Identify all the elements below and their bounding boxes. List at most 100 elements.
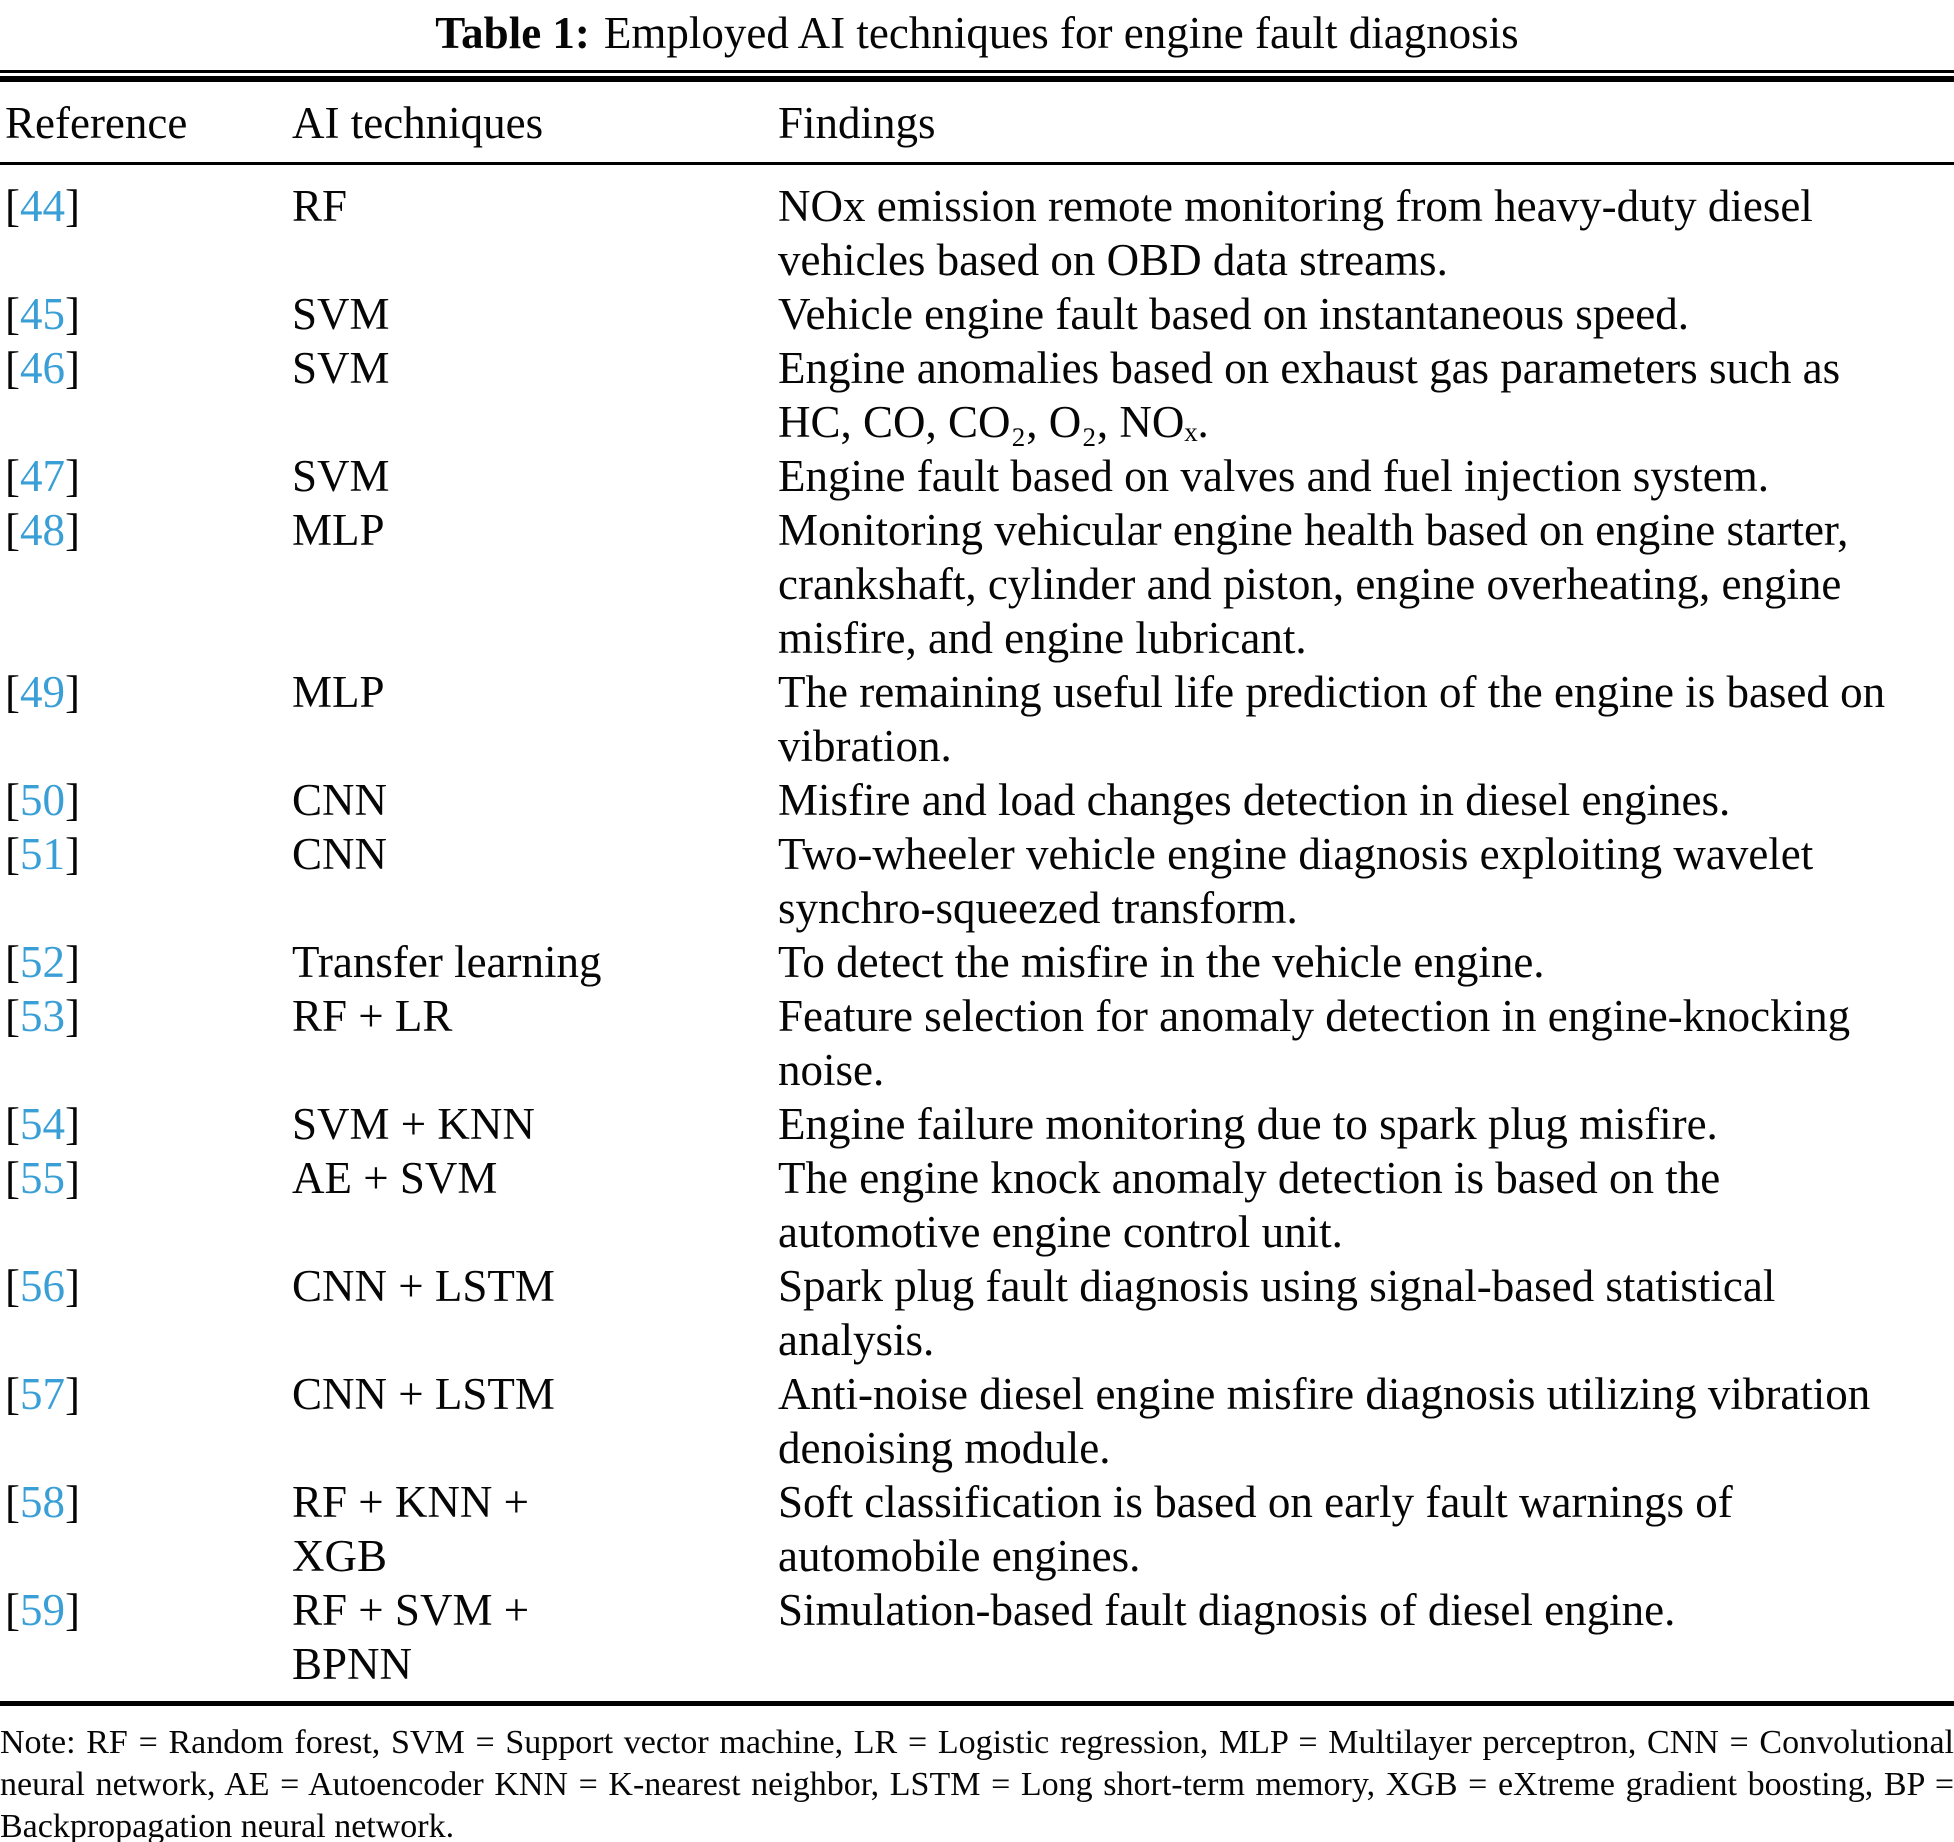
citation-link[interactable]: 54 (20, 1099, 65, 1149)
citation-bracket-close: ] (65, 1261, 80, 1311)
citation-bracket-open: [ (5, 1153, 20, 1203)
reference-cell: [47] (0, 449, 292, 503)
table-row: [45] SVM Vehicle engine fault based on i… (0, 287, 1954, 341)
citation-link[interactable]: 59 (20, 1585, 65, 1635)
citation-bracket-close: ] (65, 667, 80, 717)
findings-cell: Two-wheeler vehicle engine diagnosis exp… (778, 829, 1814, 933)
citation-link[interactable]: 51 (20, 829, 65, 879)
table-body: [44] RF NOx emission remote monitoring f… (0, 165, 1954, 1701)
citation-bracket-open: [ (5, 1261, 20, 1311)
findings-cell: Simulation-based fault diagnosis of dies… (778, 1585, 1676, 1635)
reference-cell: [55] (0, 1151, 292, 1205)
ai-technique-cell: CNN (292, 775, 388, 825)
findings-cell: Anti-noise diesel engine misfire diagnos… (778, 1369, 1871, 1473)
citation-link[interactable]: 49 (20, 667, 65, 717)
findings-cell: NOx emission remote monitoring from heav… (778, 181, 1813, 285)
citation-bracket-open: [ (5, 343, 20, 393)
citation-bracket-close: ] (65, 991, 80, 1041)
ai-technique-cell: CNN (292, 829, 388, 879)
citation-bracket-close: ] (65, 1099, 80, 1149)
table-bottom-rule (0, 1701, 1954, 1706)
citation-link[interactable]: 58 (20, 1477, 65, 1527)
citation-bracket-open: [ (5, 505, 20, 555)
citation-link[interactable]: 44 (20, 181, 65, 231)
citation-bracket-close: ] (65, 181, 80, 231)
ai-technique-cell: AE + SVM (292, 1153, 498, 1203)
citation-bracket-open: [ (5, 937, 20, 987)
reference-cell: [50] (0, 773, 292, 827)
ai-technique-cell: MLP (292, 505, 385, 555)
citation-link[interactable]: 53 (20, 991, 65, 1041)
ai-technique-cell: RF + KNN + XGB (292, 1477, 530, 1581)
findings-cell: Feature selection for anomaly detection … (778, 991, 1851, 1095)
table-row: [47] SVM Engine fault based on valves an… (0, 449, 1954, 503)
table-row: [56] CNN + LSTM Spark plug fault diagnos… (0, 1259, 1954, 1367)
citation-link[interactable]: 55 (20, 1153, 65, 1203)
ai-technique-cell: RF + LR (292, 991, 453, 1041)
citation-link[interactable]: 46 (20, 343, 65, 393)
reference-cell: [53] (0, 989, 292, 1043)
findings-cell: Engine failure monitoring due to spark p… (778, 1099, 1718, 1149)
table-row: [59] RF + SVM + BPNN Simulation-based fa… (0, 1583, 1954, 1691)
table-header-rule (0, 162, 1954, 165)
table-row: [54] SVM + KNN Engine failure monitoring… (0, 1097, 1954, 1151)
table-row: [57] CNN + LSTM Anti-noise diesel engine… (0, 1367, 1954, 1475)
citation-link[interactable]: 52 (20, 937, 65, 987)
table-row: [51] CNN Two-wheeler vehicle engine diag… (0, 827, 1954, 935)
citation-bracket-open: [ (5, 1477, 20, 1527)
reference-cell: [45] (0, 287, 292, 341)
table-caption-text: Employed AI techniques for engine fault … (603, 8, 1519, 58)
column-header-findings: Findings (778, 98, 936, 148)
reference-cell: [58] (0, 1475, 292, 1529)
ai-technique-cell: RF + SVM + BPNN (292, 1585, 530, 1689)
table-note: Note: RF = Random forest, SVM = Support … (0, 1724, 1954, 1842)
table-caption-label: Table 1: (435, 8, 590, 58)
findings-cell: Engine fault based on valves and fuel in… (778, 451, 1769, 501)
reference-cell: [49] (0, 665, 292, 719)
citation-bracket-open: [ (5, 181, 20, 231)
citation-link[interactable]: 50 (20, 775, 65, 825)
reference-cell: [44] (0, 179, 292, 233)
table-row: [44] RF NOx emission remote monitoring f… (0, 179, 1954, 287)
citation-bracket-open: [ (5, 775, 20, 825)
findings-cell: The remaining useful life prediction of … (778, 667, 1886, 771)
reference-cell: [54] (0, 1097, 292, 1151)
table-row: [50] CNN Misfire and load changes detect… (0, 773, 1954, 827)
ai-technique-cell: RF (292, 181, 348, 231)
ai-technique-cell: SVM (292, 289, 390, 339)
findings-cell: Vehicle engine fault based on instantane… (778, 289, 1689, 339)
citation-bracket-close: ] (65, 1477, 80, 1527)
citation-link[interactable]: 47 (20, 451, 65, 501)
citation-link[interactable]: 45 (20, 289, 65, 339)
citation-bracket-close: ] (65, 775, 80, 825)
citation-bracket-close: ] (65, 451, 80, 501)
table-row: [52] Transfer learning To detect the mis… (0, 935, 1954, 989)
column-header-techniques: AI techniques (292, 98, 544, 148)
ai-technique-cell: MLP (292, 667, 385, 717)
citation-bracket-open: [ (5, 1099, 20, 1149)
citation-link[interactable]: 56 (20, 1261, 65, 1311)
citation-bracket-open: [ (5, 1585, 20, 1635)
citation-link[interactable]: 48 (20, 505, 65, 555)
table-row: [46] SVM Engine anomalies based on exhau… (0, 341, 1954, 449)
table-caption: Table 1: Employed AI techniques for engin… (0, 0, 1954, 62)
citation-bracket-close: ] (65, 829, 80, 879)
citation-link[interactable]: 57 (20, 1369, 65, 1419)
table-header-row: Reference AI techniques Findings (0, 96, 1954, 150)
findings-cell: To detect the misfire in the vehicle eng… (778, 937, 1545, 987)
ai-technique-cell: SVM + KNN (292, 1099, 535, 1149)
citation-bracket-open: [ (5, 991, 20, 1041)
table-top-rule (0, 70, 1954, 82)
ai-technique-cell: Transfer learning (292, 937, 602, 987)
table-header: Reference AI techniques Findings (0, 82, 1954, 162)
ai-technique-cell: SVM (292, 451, 390, 501)
table-row: [48] MLP Monitoring vehicular engine hea… (0, 503, 1954, 665)
ai-technique-cell: CNN + LSTM (292, 1369, 555, 1419)
ai-technique-cell: SVM (292, 343, 390, 393)
findings-cell: Engine anomalies based on exhaust gas pa… (778, 343, 1841, 447)
citation-bracket-open: [ (5, 451, 20, 501)
table-row: [55] AE + SVM The engine knock anomaly d… (0, 1151, 1954, 1259)
reference-cell: [57] (0, 1367, 292, 1421)
ai-technique-cell: CNN + LSTM (292, 1261, 555, 1311)
